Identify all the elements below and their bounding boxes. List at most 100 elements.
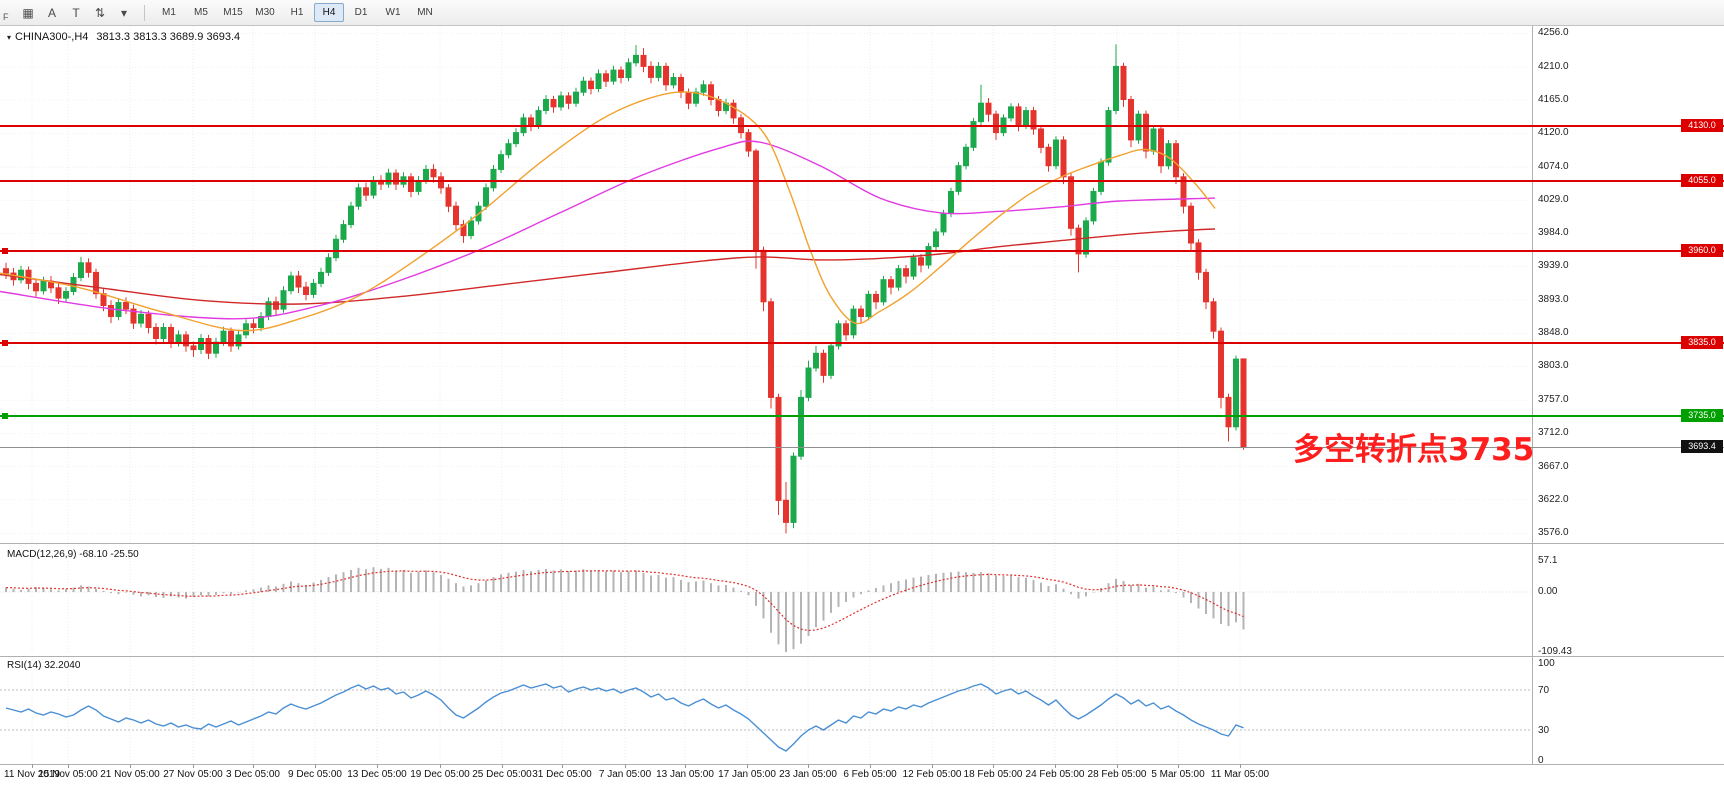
candle-body xyxy=(445,187,452,207)
horizontal-line[interactable] xyxy=(0,180,1724,182)
timeframe-mn-button[interactable]: MN xyxy=(417,7,433,18)
rsi-canvas[interactable] xyxy=(0,657,1724,763)
candle-body xyxy=(550,99,557,108)
horizontal-line[interactable] xyxy=(0,342,1724,344)
candle-body xyxy=(783,499,789,523)
time-axis-tick xyxy=(1240,764,1241,768)
time-axis-tick xyxy=(377,764,378,768)
horizontal-line[interactable] xyxy=(0,415,1724,417)
candle-body xyxy=(78,262,84,279)
candle-body xyxy=(603,73,609,82)
candle-body xyxy=(25,269,32,284)
time-axis-label: 18 Feb 05:00 xyxy=(963,769,1023,780)
candle-body xyxy=(1233,358,1239,428)
time-axis-label: 24 Feb 05:00 xyxy=(1025,769,1085,780)
candle-body xyxy=(933,231,939,248)
timeframe-m15-button[interactable]: M15 xyxy=(223,7,243,18)
candle-body xyxy=(843,323,849,336)
rsi-title: RSI(14) 32.2040 xyxy=(7,660,81,671)
auto-scroll-button[interactable]: A xyxy=(40,2,64,23)
price-tick-label: 4210.0 xyxy=(1538,61,1569,72)
chart-annotation-text[interactable]: 多空转折点3735 xyxy=(1293,432,1535,468)
candle-body xyxy=(940,213,947,233)
dropdown-caret-icon: ▾ xyxy=(120,5,128,20)
candle-body xyxy=(333,238,339,259)
dropdown-caret-button[interactable]: ▾ xyxy=(112,2,136,23)
candle-body xyxy=(130,308,137,324)
macd-title: MACD(12,26,9) -68.10 -25.50 xyxy=(7,549,139,560)
time-axis-tick xyxy=(130,764,131,768)
panel-separator xyxy=(0,764,1724,765)
candle-body xyxy=(693,91,699,104)
time-axis-label: 6 Feb 05:00 xyxy=(843,769,897,780)
horizontal-line[interactable] xyxy=(0,250,1724,252)
candle-body xyxy=(535,110,542,126)
line-anchor[interactable] xyxy=(2,340,8,346)
candle-body xyxy=(63,291,69,299)
timeframe-m30-button[interactable]: M30 xyxy=(255,7,275,18)
candle-body xyxy=(1075,227,1082,255)
candle-body xyxy=(633,54,639,64)
macd-canvas[interactable] xyxy=(0,546,1724,654)
candle-body xyxy=(1188,205,1194,244)
candle-body xyxy=(205,338,212,354)
candle-body xyxy=(985,102,992,115)
timeframe-h4-button[interactable]: H4 xyxy=(314,3,344,22)
ma-slow-red xyxy=(0,228,1216,305)
time-axis-label: 9 Dec 05:00 xyxy=(288,769,342,780)
chevron-down-icon[interactable]: ▾ xyxy=(7,33,12,42)
candle-body xyxy=(580,80,587,93)
candle-body xyxy=(828,345,834,376)
macd-tick-label: 57.1 xyxy=(1538,555,1558,566)
docked-toolbar-label: F xyxy=(3,12,9,22)
candle-body xyxy=(700,84,707,93)
time-axis-tick xyxy=(1178,764,1179,768)
candle-body xyxy=(1203,271,1209,303)
candle-body xyxy=(153,327,159,339)
line-anchor[interactable] xyxy=(2,248,8,254)
candle-body xyxy=(970,121,977,148)
timeframe-w1-button[interactable]: W1 xyxy=(385,7,401,18)
timeframe-h1-button[interactable]: H1 xyxy=(290,7,304,18)
cursor-tool-icon: T xyxy=(72,5,80,20)
panel-separator xyxy=(0,656,1724,657)
timeframe-m5-button[interactable]: M5 xyxy=(194,7,208,18)
price-tick-label: 3848.0 xyxy=(1538,327,1569,338)
candle-body xyxy=(310,282,317,295)
candle-body xyxy=(168,327,174,343)
horizontal-line[interactable] xyxy=(0,125,1724,127)
candle-body xyxy=(393,172,399,185)
timeframe-d1-button[interactable]: D1 xyxy=(354,7,368,18)
candle-body xyxy=(1180,176,1187,207)
time-axis-label: 25 Dec 05:00 xyxy=(472,769,532,780)
candle-body xyxy=(775,396,782,501)
price-scale-button[interactable]: ⇅ xyxy=(88,2,112,23)
candle-body xyxy=(1090,191,1097,222)
timeframe-m1-button[interactable]: M1 xyxy=(162,7,176,18)
time-axis-tick xyxy=(32,764,33,768)
candle-body xyxy=(595,73,602,89)
time-axis-label: 13 Jan 05:00 xyxy=(656,769,714,780)
candle-body xyxy=(663,65,669,86)
candle-body xyxy=(910,257,917,277)
price-chart-canvas[interactable] xyxy=(0,26,1724,543)
candle-body xyxy=(250,323,257,328)
candle-body xyxy=(873,293,879,303)
candle-body xyxy=(430,168,437,178)
cursor-tool-button[interactable]: T xyxy=(64,2,88,23)
line-anchor[interactable] xyxy=(2,413,8,419)
price-tick-label: 3939.0 xyxy=(1538,260,1569,271)
chart-window-button[interactable]: ▦ xyxy=(16,2,40,23)
candle-body xyxy=(768,301,774,398)
candle-body xyxy=(1240,358,1247,448)
price-tick-label: 3576.0 xyxy=(1538,527,1569,538)
candle-body xyxy=(1038,128,1044,148)
candle-body xyxy=(1060,139,1067,178)
candle-body xyxy=(730,102,737,119)
candle-body xyxy=(325,257,332,273)
candle-body xyxy=(160,327,167,339)
candle-body xyxy=(865,293,872,317)
time-axis-tick xyxy=(685,764,686,768)
